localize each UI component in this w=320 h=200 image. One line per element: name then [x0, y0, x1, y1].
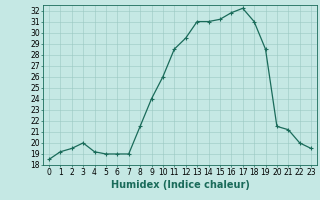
- X-axis label: Humidex (Indice chaleur): Humidex (Indice chaleur): [111, 180, 249, 190]
